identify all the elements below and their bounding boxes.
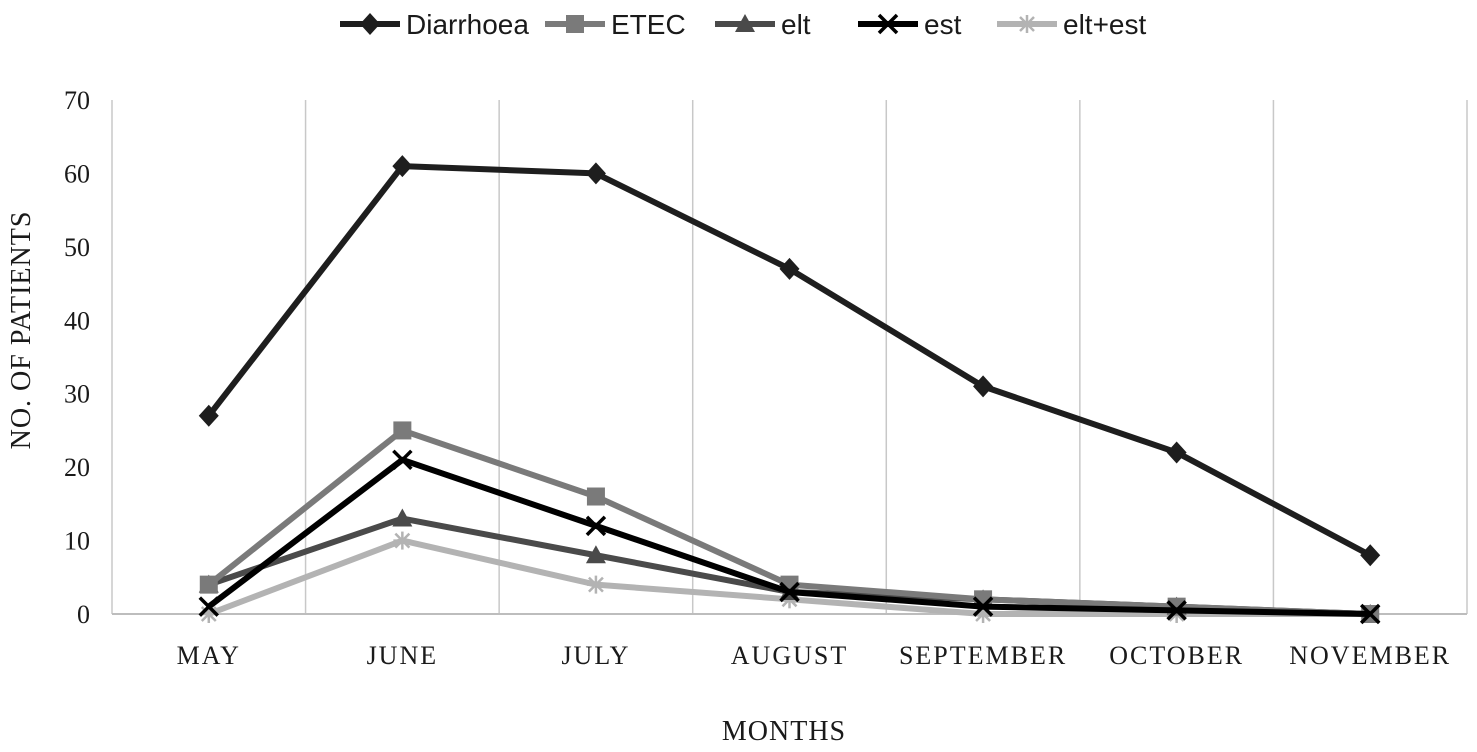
data-point <box>973 375 994 398</box>
data-point <box>198 596 220 617</box>
chart-legend: Diarrhoea ETEC elt est elt+est <box>340 9 1146 40</box>
data-point <box>1166 441 1187 464</box>
legend-item: elt <box>715 9 811 40</box>
legend-label: Diarrhoea <box>406 9 529 40</box>
data-point <box>585 162 606 185</box>
data-point <box>972 596 994 617</box>
legend-item: Diarrhoea <box>340 9 529 40</box>
data-point <box>393 531 412 550</box>
data-point <box>392 155 413 178</box>
series-est <box>198 449 1381 625</box>
x-tick-label: NOVEMBER <box>1289 641 1451 670</box>
data-point <box>198 404 219 427</box>
series-diarrhoea <box>198 155 1381 567</box>
legend-marker <box>1018 15 1036 33</box>
x-tick-labels: MAY JUNE JULY AUGUST SEPTEMBER OCTOBER NOVEMBE… <box>177 641 1451 670</box>
x-axis-title: MONTHS <box>722 716 846 747</box>
data-point <box>585 545 606 564</box>
y-tick-label: 10 <box>64 527 90 556</box>
x-tick-label: JULY <box>561 641 630 670</box>
data-point <box>1166 600 1187 621</box>
legend-marker <box>360 13 380 35</box>
x-tick-label: OCTOBER <box>1109 641 1244 670</box>
legend-label: est <box>924 9 962 40</box>
data-point <box>779 581 800 603</box>
series-layer <box>198 155 1381 625</box>
legend-marker <box>566 15 584 33</box>
legend-item: ETEC <box>545 9 686 40</box>
legend-label: elt+est <box>1063 9 1146 40</box>
y-tick-label: 60 <box>64 159 90 188</box>
data-point <box>1359 603 1381 625</box>
data-point <box>586 575 605 594</box>
legend-label: elt <box>781 9 811 40</box>
x-tick-label: AUGUST <box>731 641 848 670</box>
data-point <box>779 257 800 280</box>
legend-item: elt+est <box>997 9 1146 40</box>
y-tick-label: 50 <box>64 233 90 262</box>
y-tick-labels: 0 10 20 30 40 50 60 70 <box>64 86 90 629</box>
legend-item: est <box>858 9 962 40</box>
y-tick-label: 0 <box>77 600 90 629</box>
legend-label: ETEC <box>611 9 686 40</box>
y-axis-title: NO. OF PATIENTS <box>6 211 37 450</box>
legend-marker <box>877 13 899 35</box>
y-tick-label: 70 <box>64 86 90 115</box>
vertical-gridlines <box>111 100 1468 614</box>
data-point <box>392 449 413 471</box>
legend-marker <box>735 14 755 32</box>
data-point <box>392 508 413 527</box>
y-tick-label: 30 <box>64 380 90 409</box>
series-line <box>206 163 1372 558</box>
data-point <box>585 515 607 537</box>
data-point <box>586 487 605 506</box>
y-tick-label: 20 <box>64 453 90 482</box>
x-tick-label: JUNE <box>367 641 439 670</box>
y-tick-label: 40 <box>64 306 90 335</box>
x-tick-label: MAY <box>177 641 241 670</box>
data-point <box>1360 544 1381 567</box>
data-point <box>393 421 412 440</box>
x-tick-label: SEPTEMBER <box>899 641 1067 670</box>
data-point <box>199 575 218 594</box>
